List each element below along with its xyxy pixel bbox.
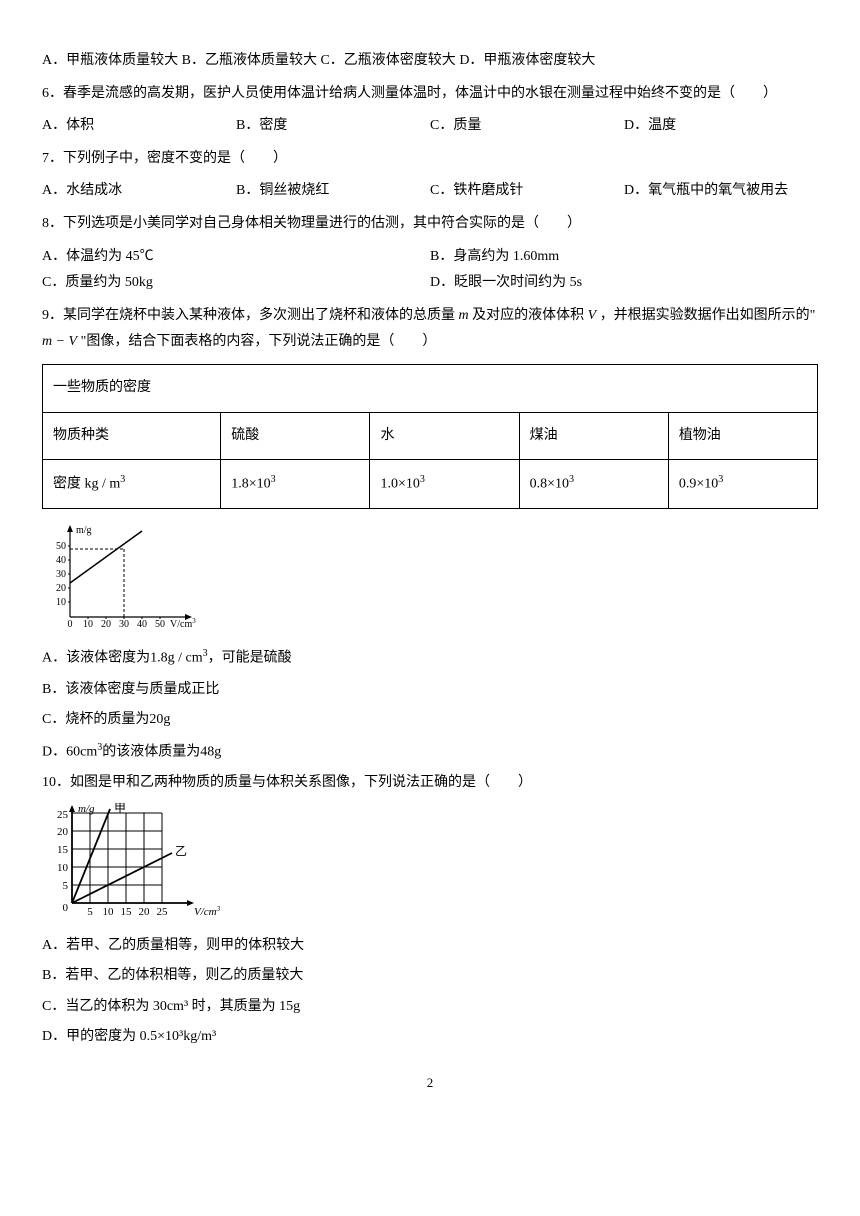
- q9-stem-mid: 及对应的液体体积: [472, 308, 584, 323]
- q9-stem-pre: 9．某同学在烧杯中装入某种液体，多次测出了烧杯和液体的总质量: [42, 308, 455, 323]
- svg-text:0: 0: [63, 902, 69, 914]
- page-number: 2: [42, 1071, 818, 1096]
- q8-stem: 8．下列选项是小美同学对自己身体相关物理量进行的估测，其中符合实际的是（ ）: [42, 211, 818, 238]
- cell-v5: 0.9×103: [668, 460, 817, 509]
- chart-q10: 甲 乙 5 10 15 20 25 5 10 15 20 25 0 m/g V/…: [42, 803, 818, 923]
- svg-text:m/g: m/g: [76, 525, 92, 536]
- svg-text:15: 15: [57, 844, 69, 856]
- svg-text:40: 40: [137, 619, 147, 630]
- q8-opt-c: C．质量约为 50kg: [42, 270, 430, 297]
- svg-text:30: 30: [56, 569, 66, 580]
- svg-text:50: 50: [155, 619, 165, 630]
- svg-text:15: 15: [121, 906, 133, 918]
- svg-text:50: 50: [56, 541, 66, 552]
- q8-opt-b: B．身高约为 1.60mm: [430, 244, 818, 271]
- q8-opt-d: D．眨眼一次时间约为 5s: [430, 270, 818, 297]
- chart-q9: 10 20 30 40 50 0 10 20 30 40 50: [42, 519, 818, 634]
- q7-opt-b: B．铜丝被烧红: [236, 178, 430, 205]
- q10-opt-d: D．甲的密度为 0.5×10³kg/m³: [42, 1024, 818, 1051]
- q6-opt-d: D．温度: [624, 113, 818, 140]
- q7-opt-a: A．水结成冰: [42, 178, 236, 205]
- svg-text:10: 10: [56, 597, 66, 608]
- svg-text:30: 30: [119, 619, 129, 630]
- q5-opt-b: B．乙瓶液体质量较大: [182, 53, 317, 68]
- q9-stem: 9．某同学在烧杯中装入某种液体，多次测出了烧杯和液体的总质量 m 及对应的液体体…: [42, 303, 818, 356]
- svg-text:25: 25: [57, 809, 69, 821]
- q9-mv: m − V: [42, 334, 77, 349]
- svg-text:5: 5: [87, 906, 93, 918]
- cell-v3: 1.0×103: [370, 460, 519, 509]
- q10-options: A．若甲、乙的质量相等，则甲的体积较大 B．若甲、乙的体积相等，则乙的质量较大 …: [42, 933, 818, 1051]
- th-h2: 硫酸: [221, 412, 370, 460]
- q9-v: V: [588, 308, 597, 323]
- q5-opt-c: C．乙瓶液体密度较大: [320, 53, 455, 68]
- svg-text:40: 40: [56, 555, 66, 566]
- svg-text:5: 5: [63, 880, 69, 892]
- q9-opt-d: D．60cm3的该液体质量为48g: [42, 738, 818, 766]
- q7-opt-c: C．铁杵磨成针: [430, 178, 624, 205]
- q10-stem: 10．如图是甲和乙两种物质的质量与体积关系图像，下列说法正确的是（ ）: [42, 770, 818, 797]
- svg-text:m/g: m/g: [78, 803, 95, 815]
- th-h3: 水: [370, 412, 519, 460]
- q6-opt-b: B．密度: [236, 113, 430, 140]
- cell-v2: 1.8×103: [221, 460, 370, 509]
- th-substance: 物质种类: [43, 412, 221, 460]
- row-density-label: 密度 kg / m3: [43, 460, 221, 509]
- q6-options: A．体积 B．密度 C．质量 D．温度: [42, 113, 818, 140]
- svg-text:20: 20: [101, 619, 111, 630]
- q6-opt-a: A．体积: [42, 113, 236, 140]
- q5-opt-a: A．甲瓶液体质量较大: [42, 53, 178, 68]
- cell-v4: 0.8×103: [519, 460, 668, 509]
- table-title: 一些物质的密度: [43, 364, 818, 412]
- svg-text:V/cm3: V/cm3: [170, 617, 196, 630]
- svg-text:10: 10: [103, 906, 115, 918]
- svg-text:V/cm3: V/cm3: [194, 905, 221, 918]
- q9-opt-a: A．该液体密度为1.8g / cm3，可能是硫酸: [42, 644, 818, 672]
- q8-opt-a: A．体温约为 45℃: [42, 244, 430, 271]
- q6-opt-c: C．质量: [430, 113, 624, 140]
- density-table: 一些物质的密度 物质种类 硫酸 水 煤油 植物油 密度 kg / m3 1.8×…: [42, 364, 818, 509]
- th-h4: 煤油: [519, 412, 668, 460]
- q10-opt-b: B．若甲、乙的体积相等，则乙的质量较大: [42, 963, 818, 990]
- svg-text:25: 25: [157, 906, 169, 918]
- svg-text:20: 20: [56, 583, 66, 594]
- q7-options: A．水结成冰 B．铜丝被烧红 C．铁杵磨成针 D．氧气瓶中的氧气被用去: [42, 178, 818, 205]
- th-h5: 植物油: [668, 412, 817, 460]
- q10-opt-a: A．若甲、乙的质量相等，则甲的体积较大: [42, 933, 818, 960]
- q9-m: m: [459, 308, 469, 323]
- svg-text:甲: 甲: [114, 803, 126, 815]
- svg-text:10: 10: [83, 619, 93, 630]
- svg-text:10: 10: [57, 862, 69, 874]
- svg-text:乙: 乙: [175, 844, 187, 858]
- q7-stem: 7．下列例子中，密度不变的是（ ）: [42, 146, 818, 173]
- q9-stem-post: ，并根据实验数据作出如图所示的": [600, 308, 816, 323]
- q9-opt-c: C．烧杯的质量为20g: [42, 707, 818, 734]
- q9-opt-b: B．该液体密度与质量成正比: [42, 677, 818, 704]
- q6-stem: 6．春季是流感的高发期，医护人员使用体温计给病人测量体温时，体温计中的水银在测量…: [42, 81, 818, 108]
- q9-options: A．该液体密度为1.8g / cm3，可能是硫酸 B．该液体密度与质量成正比 C…: [42, 644, 818, 766]
- q8-options: A．体温约为 45℃ B．身高约为 1.60mm C．质量约为 50kg D．眨…: [42, 244, 818, 297]
- svg-text:20: 20: [139, 906, 151, 918]
- q5-options: A．甲瓶液体质量较大 B．乙瓶液体质量较大 C．乙瓶液体密度较大 D．甲瓶液体密…: [42, 48, 818, 75]
- q5-opt-d: D．甲瓶液体密度较大: [459, 53, 595, 68]
- q9-stem-end: "图像，结合下面表格的内容，下列说法正确的是（ ）: [81, 334, 437, 349]
- svg-text:20: 20: [57, 826, 69, 838]
- q7-opt-d: D．氧气瓶中的氧气被用去: [624, 178, 818, 205]
- q10-opt-c: C．当乙的体积为 30cm³ 时，其质量为 15g: [42, 994, 818, 1021]
- svg-text:0: 0: [68, 619, 73, 630]
